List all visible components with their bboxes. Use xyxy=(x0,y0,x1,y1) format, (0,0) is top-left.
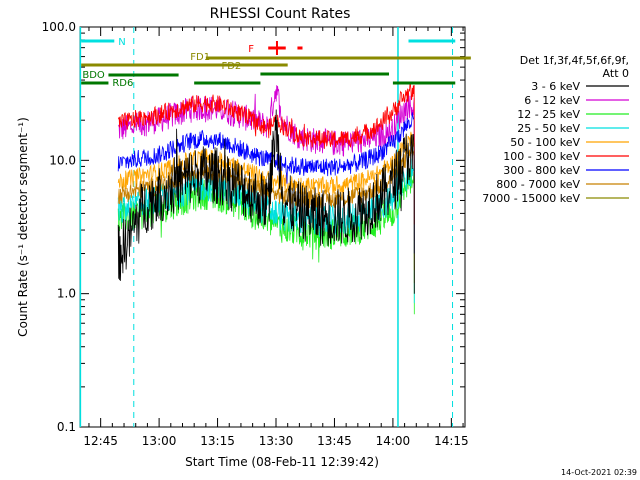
x-tick-label: 13:15 xyxy=(200,434,235,448)
series-layer xyxy=(117,82,415,315)
series-line-50-100-keV xyxy=(117,131,415,271)
rd6-label: RD6 xyxy=(112,78,133,89)
x-tick-label: 14:00 xyxy=(376,434,411,448)
series-line-300-800-keV xyxy=(117,112,415,254)
legend: Det 1f,3f,4f,5f,6f,9f, Att 0 3 - 6 keV6 … xyxy=(482,54,629,205)
y-tick-label: 100.0 xyxy=(42,20,76,34)
fd1-label: FD1 xyxy=(190,52,210,63)
flare-label: F xyxy=(248,44,254,55)
legend-label: 100 - 300 keV xyxy=(503,150,580,163)
legend-label: 50 - 100 keV xyxy=(510,136,580,149)
legend-label: 3 - 6 keV xyxy=(531,80,580,93)
bdo-label: BDO xyxy=(82,70,105,81)
x-tick-label: 13:45 xyxy=(317,434,352,448)
y-tick-label: 0.1 xyxy=(57,420,76,434)
series-line-6-12-keV xyxy=(117,85,415,241)
plot-frame xyxy=(79,26,466,428)
legend-label: 800 - 7000 keV xyxy=(496,178,580,191)
legend-title-attenuator: Att 0 xyxy=(603,67,629,80)
fd2-label: FD2 xyxy=(221,61,241,72)
night-label: N xyxy=(118,37,125,48)
chart-title: RHESSI Count Rates xyxy=(210,6,351,22)
legend-label: 12 - 25 keV xyxy=(517,108,580,121)
legend-label: 300 - 800 keV xyxy=(503,164,580,177)
y-tick-label: 1.0 xyxy=(57,287,76,301)
x-tick-label: 13:30 xyxy=(259,434,294,448)
night-boundary-lines xyxy=(79,27,454,427)
legend-label: 25 - 50 keV xyxy=(517,122,580,135)
series-line-25-50-keV xyxy=(117,154,415,304)
y-axis-label: Count Rate (s⁻¹ detector segment⁻¹) xyxy=(16,117,30,337)
legend-label: 6 - 12 keV xyxy=(524,94,580,107)
x-axis-label: Start Time (08-Feb-11 12:39:42) xyxy=(185,455,379,469)
x-tick-label: 14:15 xyxy=(434,434,469,448)
series-line-100-300-keV xyxy=(117,82,415,225)
x-axis: 12:45 13:00 13:15 13:30 13:45 14:00 14:15 xyxy=(83,27,469,448)
annotation-layer: N FD1 FD2 RD6 BDO F xyxy=(81,37,471,89)
x-tick-label: 13:00 xyxy=(142,434,177,448)
series-line-3-6-keV xyxy=(117,109,415,294)
legend-title: Det 1f,3f,4f,5f,6f,9f, xyxy=(520,54,629,67)
x-tick-label: 12:45 xyxy=(83,434,118,448)
y-tick-label: 10.0 xyxy=(49,153,76,167)
legend-label: 7000 - 15000 keV xyxy=(482,192,580,205)
plot-timestamp: 14-Oct-2021 02:39 xyxy=(561,468,637,477)
